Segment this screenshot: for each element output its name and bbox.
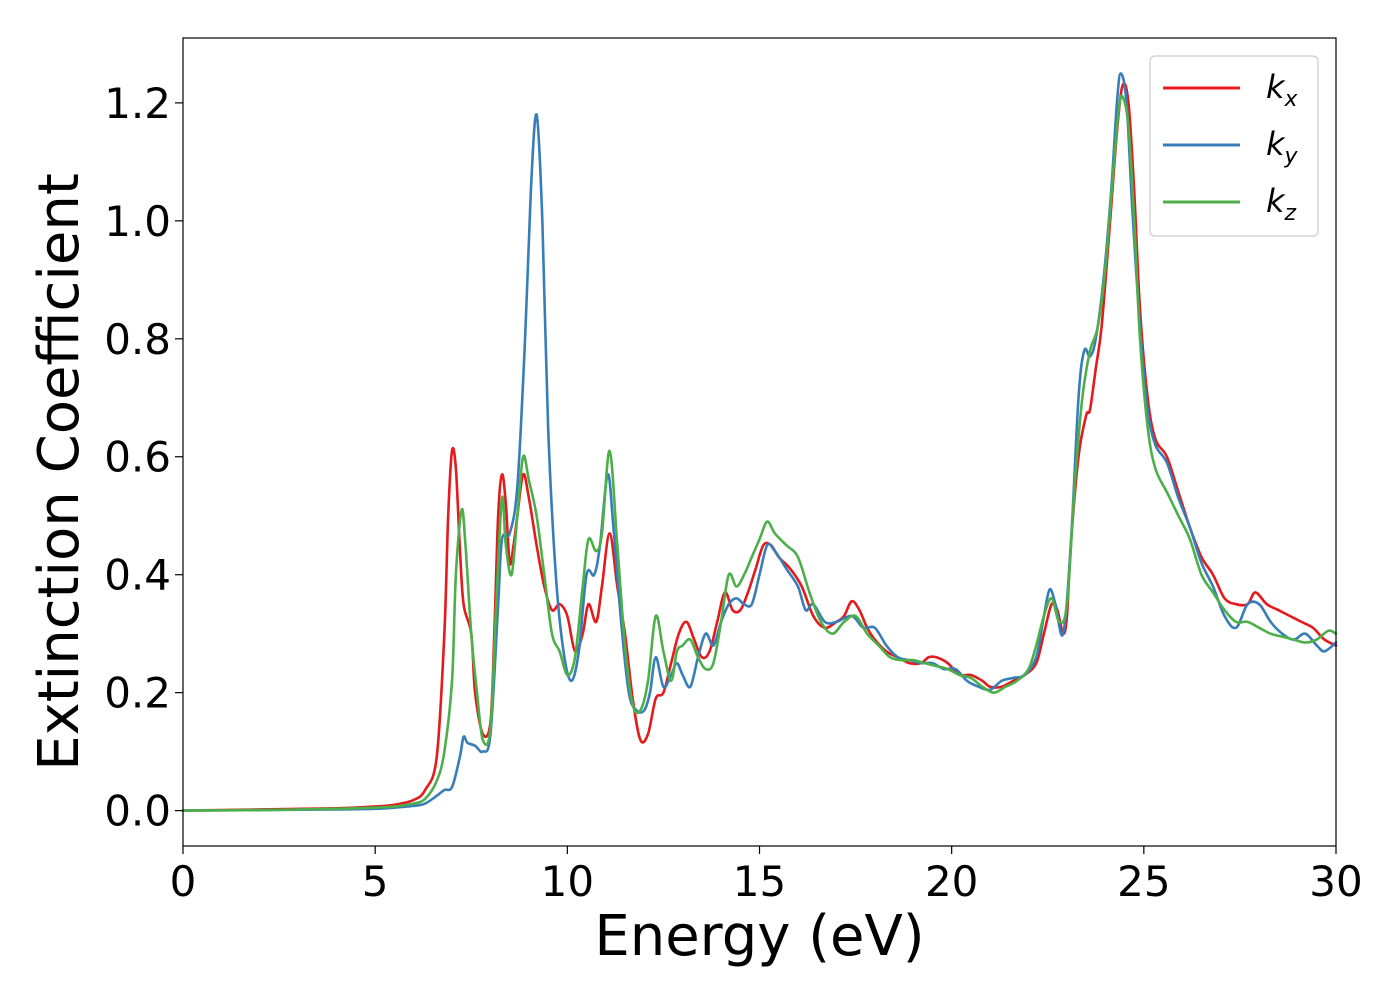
x-tick-label: 10 [541,857,594,906]
y-tick-label: 0.2 [104,669,171,718]
series-line-y [181,72,1338,812]
x-tick-label: 0 [170,857,197,906]
x-axis-title: Energy (eV) [594,904,924,969]
y-axis: 0.0 0.2 0.4 0.6 0.8 1.0 1.2 [104,79,183,836]
x-axis: 0 5 10 15 20 25 30 [170,846,1363,906]
y-tick-label: 0.4 [104,551,171,600]
x-tick-label: 30 [1309,857,1362,906]
legend-label-base: k [1266,68,1286,106]
x-tick-label: 5 [362,857,389,906]
series-line-z [181,94,1338,812]
legend-label-subscript: x [1284,87,1299,112]
y-tick-label: 0.6 [104,433,171,482]
y-tick-label: 1.2 [104,79,171,128]
legend-label-z: kz [1266,182,1297,226]
y-tick-label: 0.0 [104,787,171,836]
legend-label-subscript: z [1284,201,1297,226]
legend-label-base: k [1266,182,1286,220]
x-tick-label: 15 [733,857,786,906]
y-axis-title: Extinction Coefficient [27,173,92,771]
x-tick-label: 20 [925,857,978,906]
legend-label-y: ky [1266,125,1299,169]
y-tick-label: 1.0 [104,197,171,246]
legend-label-subscript: y [1284,144,1299,169]
y-tick-label: 0.8 [104,315,171,364]
series-layer [181,72,1338,812]
legend-label-base: k [1266,125,1286,163]
legend-label-x: kx [1266,68,1299,112]
x-tick-label: 25 [1117,857,1170,906]
